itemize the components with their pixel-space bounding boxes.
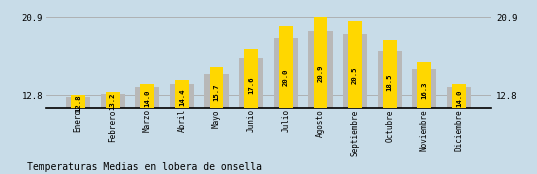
Bar xyxy=(100,94,125,174)
Bar xyxy=(175,80,189,174)
Text: 16.3: 16.3 xyxy=(422,82,427,99)
Bar xyxy=(343,34,367,174)
Bar xyxy=(378,51,402,174)
Bar xyxy=(412,69,437,174)
Bar xyxy=(417,62,431,174)
Bar xyxy=(244,49,258,174)
Bar xyxy=(209,68,223,174)
Text: Temperaturas Medias en lobera de onsella: Temperaturas Medias en lobera de onsella xyxy=(27,162,262,172)
Text: 14.0: 14.0 xyxy=(144,90,150,108)
Bar xyxy=(447,87,471,174)
Bar xyxy=(106,92,120,174)
Text: 17.6: 17.6 xyxy=(248,77,254,94)
Text: 15.7: 15.7 xyxy=(214,84,220,101)
Bar xyxy=(135,87,159,174)
Bar xyxy=(308,31,332,174)
Text: 20.5: 20.5 xyxy=(352,66,358,84)
Bar xyxy=(71,95,85,174)
Bar xyxy=(279,26,293,174)
Bar xyxy=(383,41,397,174)
Text: 14.4: 14.4 xyxy=(179,89,185,106)
Text: 18.5: 18.5 xyxy=(387,74,393,91)
Text: 13.2: 13.2 xyxy=(110,93,115,110)
Bar xyxy=(170,84,194,174)
Bar xyxy=(205,73,229,174)
Bar xyxy=(66,97,90,174)
Bar xyxy=(274,38,298,174)
Text: 14.0: 14.0 xyxy=(456,90,462,108)
Bar xyxy=(239,58,263,174)
Text: 20.9: 20.9 xyxy=(317,65,323,82)
Bar xyxy=(348,21,362,174)
Bar xyxy=(452,84,466,174)
Bar xyxy=(140,84,154,174)
Text: 20.0: 20.0 xyxy=(283,68,289,86)
Text: 12.8: 12.8 xyxy=(75,94,81,112)
Bar xyxy=(314,17,328,174)
